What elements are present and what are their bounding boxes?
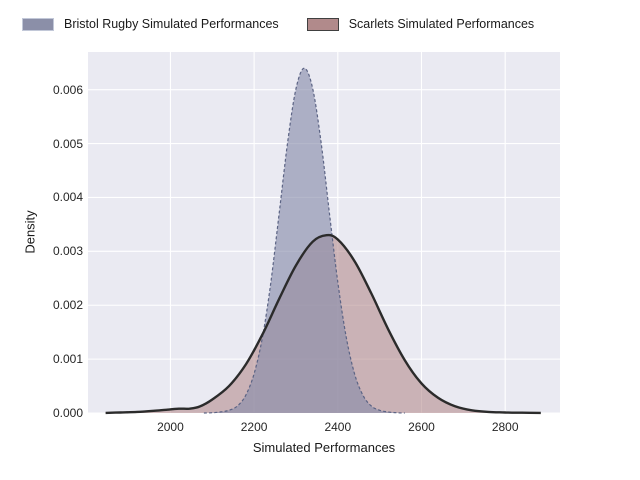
y-tick-label: 0.000 [52,406,83,420]
y-tick-label: 0.005 [52,136,83,151]
x-tick-label: 2400 [324,420,352,434]
x-axis-label: Simulated Performances [252,440,396,455]
x-tick-label: 2800 [491,420,519,434]
legend-item-bristol: Bristol Rugby Simulated Performances [22,17,279,31]
scarlets-legend-label: Scarlets Simulated Performances [348,17,535,31]
bristol-legend-swatch-icon [22,17,54,31]
legend: Bristol Rugby Simulated Performances Sca… [22,17,534,31]
scarlets-legend-swatch-icon [306,17,339,31]
y-tick-label: 0.002 [52,298,83,313]
y-tick-label: 0.001 [52,352,83,367]
x-tick-label: 2200 [240,420,268,434]
scarlets-density-line [105,233,541,415]
bristol-density-area [203,68,405,413]
y-tick-label: 0.004 [52,190,83,205]
bristol-density-line [203,67,405,414]
y-tick-label: 0.003 [52,244,83,259]
bristol-legend-label: Bristol Rugby Simulated Performances [64,17,279,31]
x-tick-label: 2000 [157,420,184,434]
x-tick-label: 2600 [408,420,435,434]
legend-item-scarlets: Scarlets Simulated Performances [306,17,535,31]
y-tick-label: 0.006 [52,82,83,97]
